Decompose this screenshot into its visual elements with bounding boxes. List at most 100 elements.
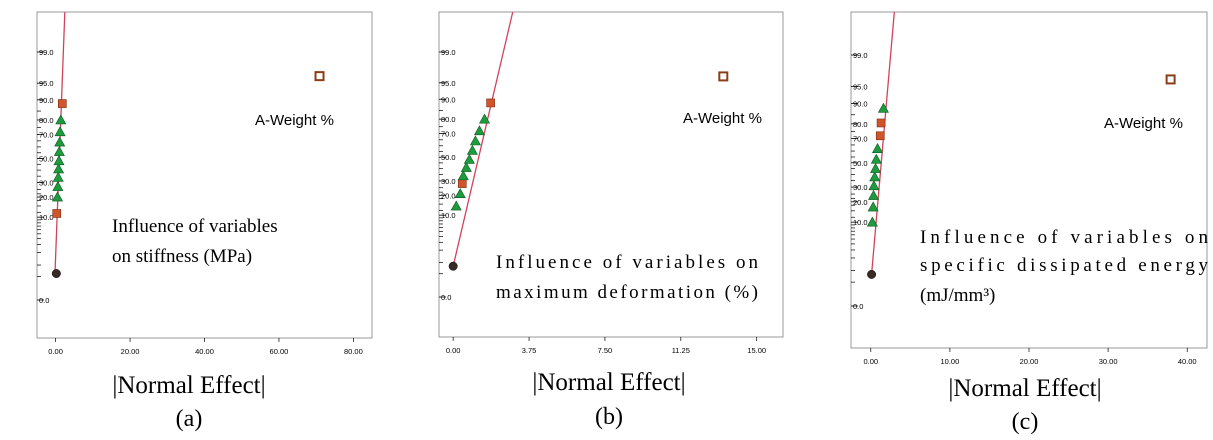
y-tick-label: 99.0 [39, 48, 54, 57]
effect-point-triangle [473, 125, 485, 136]
y-tick-label: 95.0 [441, 79, 456, 88]
y-tick-label: 90.0 [39, 96, 54, 105]
y-tick-label: 80.0 [441, 115, 456, 124]
effect-point-square [457, 179, 467, 188]
x-axis-label: |Normal Effect| [532, 369, 685, 396]
effect-point-triangle [54, 126, 66, 137]
effect-point-triangle [450, 200, 462, 211]
effect-point-triangle [52, 171, 64, 182]
effect-point-square [52, 209, 62, 218]
y-tick-label: 90.0 [441, 95, 456, 104]
y-tick-label: 99.0 [853, 51, 868, 60]
x-tick-label: 7.50 [598, 346, 613, 355]
effect-point-triangle [54, 136, 66, 147]
x-tick-label: 11.25 [672, 346, 690, 355]
effect-point-circle [448, 261, 458, 271]
effect-point-square [486, 98, 495, 108]
effect-point-triangle [53, 163, 65, 174]
x-tick-label: 20.00 [121, 347, 140, 356]
effect-point-triangle [469, 135, 481, 146]
y-tick-label: 10.0 [853, 218, 868, 227]
effect-point-circle [867, 269, 877, 279]
x-tick-label: 0.00 [863, 357, 878, 366]
effect-point-triangle [867, 201, 879, 212]
annotation-line: Influence of variables on [920, 227, 1209, 248]
y-tick-label: 50.0 [441, 153, 456, 162]
y-tick-label: 10.0 [441, 211, 456, 220]
x-tick-label: 80.00 [344, 347, 363, 356]
y-tick-label: 0.0 [853, 302, 863, 311]
y-tick-label: 0.0 [441, 293, 451, 302]
y-tick-label: 10.0 [39, 213, 54, 222]
effect-point-triangle [466, 144, 478, 155]
x-tick-label: 0.00 [446, 346, 461, 355]
effect-point-triangle [871, 143, 884, 153]
point-label-a-weight: A-Weight % [683, 110, 762, 127]
effect-point-triangle [454, 188, 466, 198]
y-tick-label: 20.0 [441, 191, 456, 200]
panel-label: (c) [1012, 409, 1039, 435]
y-tick-label: 30.0 [441, 177, 456, 186]
effect-point-triangle [51, 191, 63, 202]
effect-point-triangle [868, 189, 880, 200]
effect-point-triangle [866, 216, 878, 227]
plot-frame [36, 11, 373, 339]
y-tick-label: 95.0 [39, 79, 54, 88]
effect-point-triangle [868, 180, 880, 191]
y-tick-label: 0.0 [39, 296, 49, 305]
x-tick-label: 3.75 [522, 346, 537, 355]
effect-point-triangle [53, 145, 65, 156]
panel-label: (a) [176, 406, 203, 432]
effect-point-a-weight [1165, 74, 1176, 85]
y-tick-label: 70.0 [441, 130, 456, 139]
effect-point-square [58, 99, 67, 108]
effect-point-triangle [870, 163, 882, 173]
x-tick-label: 10.00 [940, 357, 959, 366]
y-tick-label: 90.0 [853, 99, 868, 108]
effect-point-triangle [55, 114, 67, 125]
y-tick-label: 20.0 [853, 198, 868, 207]
annotation-line: on stiffness (MPa) [112, 246, 252, 267]
effect-point-square [875, 131, 885, 141]
effect-point-triangle [463, 153, 475, 164]
x-tick-label: 20.00 [1020, 357, 1039, 366]
effect-point-triangle [479, 113, 491, 124]
point-label-a-weight: A-Weight % [255, 112, 334, 129]
x-tick-label: 40.00 [195, 347, 214, 356]
effect-point-a-weight [314, 71, 325, 82]
chart-panel-b: 0.0 10.0 20.0 30.0 50.0 70.0 80.0 90.0 95.0 99.0 0… [438, 11, 784, 430]
normal-fit-line [452, 12, 514, 267]
y-tick-label: 70.0 [853, 135, 868, 144]
panel-label: (b) [595, 404, 623, 430]
effect-point-triangle [877, 102, 889, 113]
effect-point-triangle [869, 171, 881, 182]
y-tick-label: 99.0 [441, 48, 456, 57]
effect-point-triangle [457, 170, 469, 181]
y-tick-label: 70.0 [39, 131, 54, 140]
x-axis-label: |Normal Effect| [112, 372, 265, 399]
effect-point-circle [51, 269, 61, 278]
x-axis-label: |Normal Effect| [948, 375, 1101, 402]
chart-panel-a: 0.0 10.0 20.0 30.0 50.0 70.0 80.0 90.0 95.0 99.0 0… [36, 11, 373, 432]
y-tick-label: 30.0 [853, 183, 868, 192]
effect-point-triangle [870, 153, 882, 164]
annotation-line: specific dissipated energy [920, 255, 1209, 276]
annotation-line: Influence of variables [112, 216, 278, 237]
x-tick-label: 40.00 [1178, 357, 1197, 366]
effect-point-triangle [52, 180, 64, 191]
effect-point-a-weight [718, 71, 729, 82]
annotation-line: (mJ/mm³) [920, 285, 995, 306]
x-tick-label: 30.00 [1099, 357, 1118, 366]
y-tick-label: 50.0 [853, 159, 868, 168]
y-tick-label: 50.0 [39, 155, 54, 164]
x-tick-label: 15.00 [747, 346, 766, 355]
annotation-line: Influence of variables on [496, 252, 759, 273]
point-label-a-weight: A-Weight % [1104, 115, 1183, 132]
chart-panel-c: 0.0 10.0 20.0 30.0 50.0 70.0 80.0 90.0 95.0 99.0 0… [850, 11, 1209, 435]
y-tick-label: 30.0 [39, 179, 54, 188]
effect-point-triangle [53, 155, 65, 166]
effect-point-square [876, 118, 886, 128]
x-tick-label: 60.00 [270, 347, 289, 356]
effect-point-triangle [460, 161, 472, 172]
